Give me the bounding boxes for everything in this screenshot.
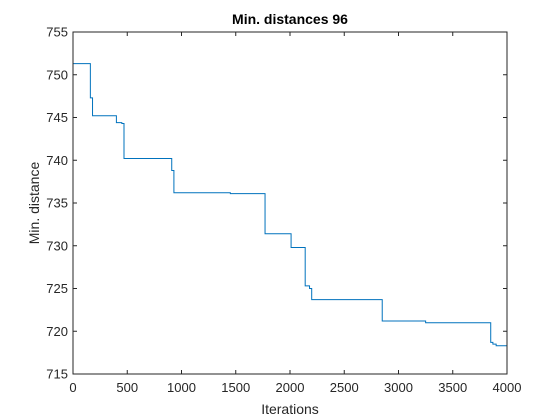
x-tick-label: 2000 bbox=[276, 380, 305, 395]
axes-box bbox=[72, 31, 508, 375]
x-tick-label: 0 bbox=[69, 380, 76, 395]
y-tick-label: 755 bbox=[46, 25, 68, 40]
chart-title: Min. distances 96 bbox=[232, 11, 348, 27]
y-tick-label: 730 bbox=[46, 238, 68, 253]
x-tick-label: 3000 bbox=[384, 380, 413, 395]
x-tick-label: 4000 bbox=[493, 380, 522, 395]
plot-area bbox=[73, 32, 507, 374]
x-tick-label: 3500 bbox=[438, 380, 467, 395]
x-tick-label: 500 bbox=[116, 380, 138, 395]
y-tick-label: 720 bbox=[46, 324, 68, 339]
y-tick-label: 750 bbox=[46, 67, 68, 82]
y-axis-label: Min. distance bbox=[26, 162, 42, 245]
x-axis-label: Iterations bbox=[261, 401, 319, 417]
x-axis-ticks: 0 500 1000 1500 2000 2500 3000 3500 4000 bbox=[69, 32, 521, 395]
series-line bbox=[73, 63, 507, 347]
y-tick-label: 740 bbox=[46, 153, 68, 168]
x-tick-label: 1000 bbox=[167, 380, 196, 395]
x-tick-label: 1500 bbox=[221, 380, 250, 395]
x-tick-label: 2500 bbox=[330, 380, 359, 395]
y-tick-label: 735 bbox=[46, 196, 68, 211]
y-tick-label: 745 bbox=[46, 110, 68, 125]
y-tick-label: 725 bbox=[46, 281, 68, 296]
y-tick-label: 715 bbox=[46, 367, 68, 382]
y-axis-ticks: 715 720 725 730 735 740 745 750 755 bbox=[46, 25, 507, 382]
